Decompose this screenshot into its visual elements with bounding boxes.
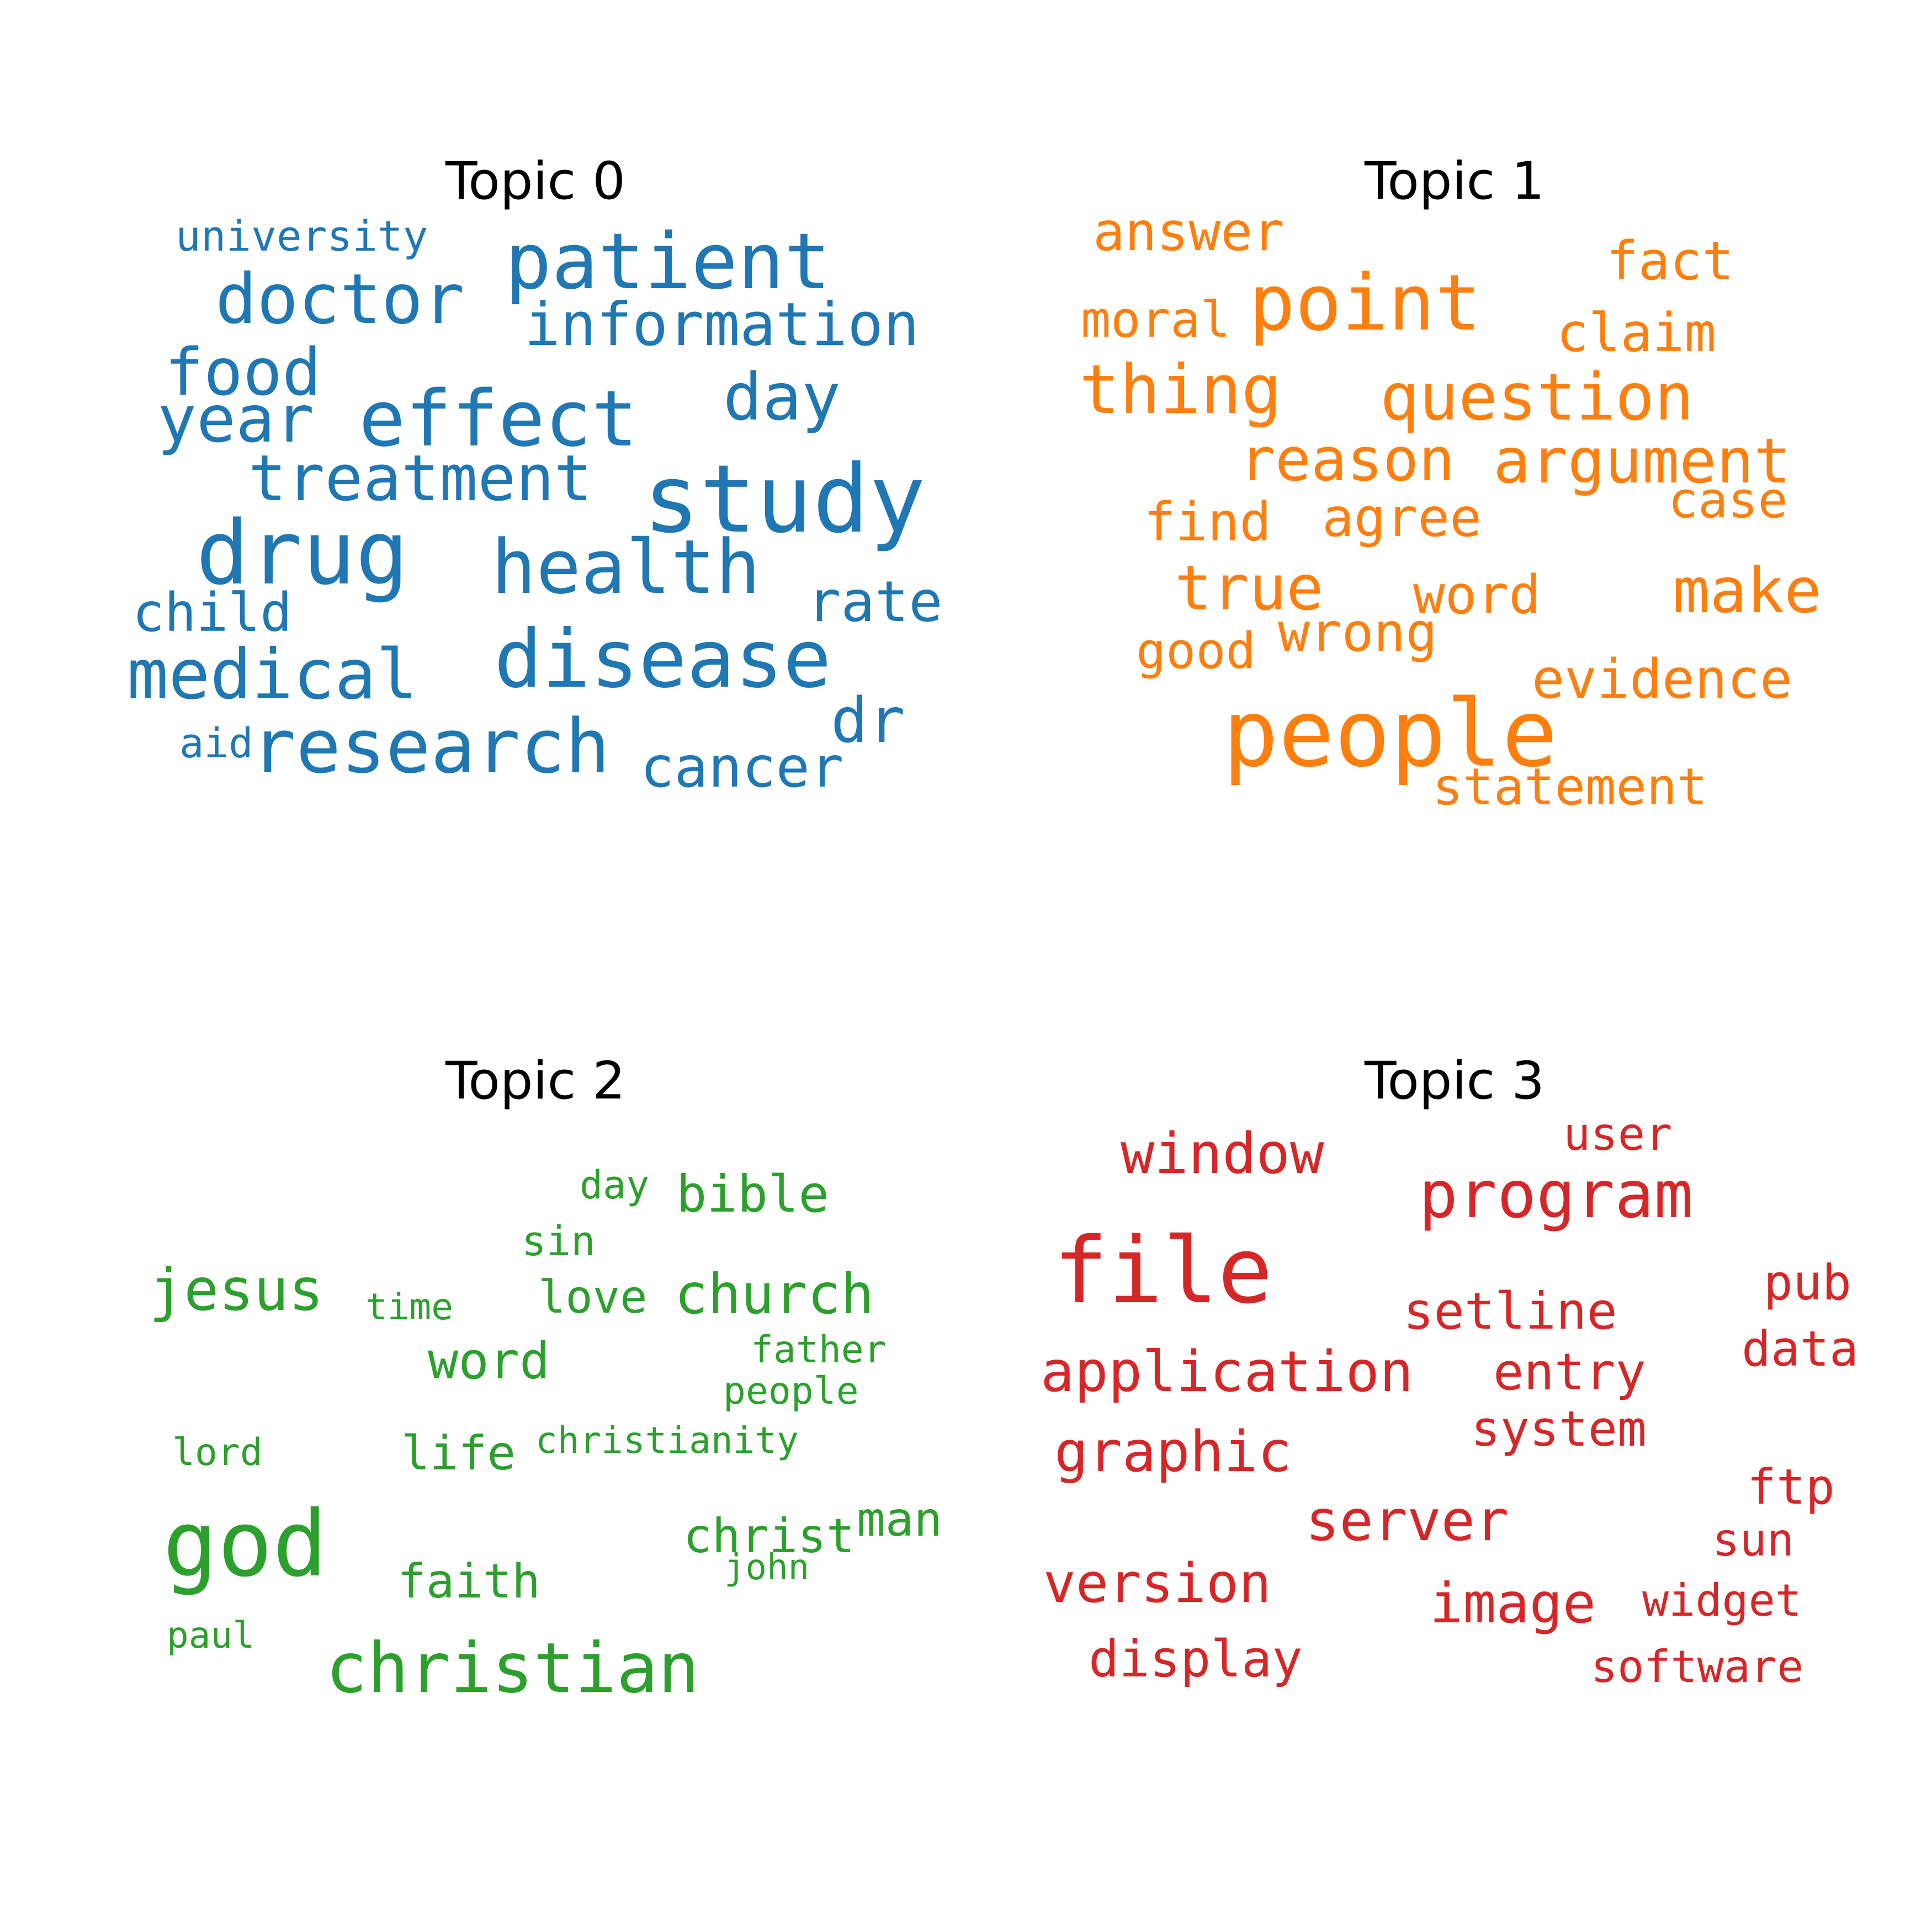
topic-1-word-claim: claim [1557, 302, 1716, 364]
topic-3-word-pub: pub [1764, 1254, 1851, 1311]
topic-2-word-man: man [857, 1492, 943, 1547]
topic-1-word-evidence: evidence [1532, 648, 1793, 711]
topic-3-word-graphic: graphic [1054, 1419, 1292, 1485]
topic-3-word-application: application [1041, 1339, 1414, 1405]
topic-0-word-rate: rate [807, 569, 943, 635]
topic-2-word-god: god [163, 1491, 328, 1597]
topic-2-word-word: word [428, 1331, 550, 1390]
topic-3-word-display: display [1089, 1630, 1303, 1689]
topic-0-word-effect: effect [359, 374, 638, 464]
topic-3-word-sun: sun [1712, 1514, 1795, 1567]
topic-0-word-child: child [132, 582, 292, 644]
topic-3-word-widget: widget [1642, 1575, 1802, 1626]
topic-3-word-server: server [1305, 1488, 1509, 1554]
topic-1-word-people: people [1223, 680, 1558, 788]
topic-2-word-jesus: jesus [149, 1256, 324, 1324]
topic-0-word-information: information [524, 290, 920, 359]
topic-0-word-doctor: doctor [215, 259, 465, 339]
topic-1-word-question: question [1380, 359, 1694, 435]
topic-3-word-user: user [1563, 1108, 1673, 1161]
topic-1-word-wrong: wrong [1278, 602, 1437, 664]
topic-3-word-ftp: ftp [1747, 1458, 1835, 1515]
topic-1-word-case: case [1668, 471, 1788, 529]
topic-3-word-program: program [1419, 1156, 1694, 1233]
topic-2-word-father: father [751, 1328, 887, 1372]
topic-0-title: Topic 0 [445, 151, 626, 211]
topic-3-word-system: system [1471, 1400, 1647, 1457]
topic-1-word-word: word [1413, 564, 1541, 626]
topic-2-word-love: love [538, 1271, 647, 1324]
topic-1-word-moral: moral [1081, 291, 1230, 349]
topic-3-word-file: file [1053, 1218, 1273, 1324]
topic-1-word-argument: argument [1493, 426, 1791, 497]
topic-0-word-disease: disease [494, 613, 832, 706]
topic-1-word-good: good [1136, 622, 1256, 680]
topic-2-word-christianity: christianity [535, 1419, 799, 1462]
topic-1-word-true: true [1175, 553, 1324, 624]
topic-2-word-church: church [675, 1262, 874, 1326]
topic-3-word-version: version [1043, 1552, 1272, 1615]
topic-0-word-day: day [723, 359, 841, 435]
topic-0-word-study: study [643, 445, 926, 554]
topic-1-word-make: make [1673, 555, 1822, 627]
topic-3-word-software: software [1591, 1641, 1804, 1692]
topic-1-word-statement: statement [1432, 757, 1708, 816]
topic-2-word-bible: bible [676, 1165, 829, 1224]
topic-1-title: Topic 1 [1364, 151, 1545, 211]
topic-2-word-john: john [724, 1547, 810, 1588]
topic-2-word-life: life [401, 1426, 516, 1481]
topic-3-word-data: data [1742, 1320, 1859, 1377]
topic-2-word-faith: faith [397, 1554, 540, 1609]
topic-2-word-lord: lord [172, 1431, 263, 1474]
topic-1-word-thing: thing [1079, 351, 1282, 429]
topic-0-word-health: health [491, 524, 761, 611]
topic-1-word-find: find [1144, 491, 1272, 553]
topic-1-word-answer: answer [1093, 201, 1285, 263]
topic-0-word-cancer: cancer [640, 735, 844, 800]
topic-3-title: Topic 3 [1364, 1051, 1545, 1111]
topic-3-word-window: window [1121, 1121, 1324, 1187]
topic-1-word-reason: reason [1239, 426, 1455, 495]
topic-0-word-dr: dr [831, 685, 905, 757]
topic-0-word-research: research [251, 703, 611, 790]
topic-0-word-treatment: treatment [248, 442, 593, 516]
topic-2-word-christ: christ [683, 1509, 855, 1564]
topic-3-word-entry: entry [1493, 1342, 1646, 1402]
topic-0-word-year: year [157, 381, 315, 457]
topic-2-word-time: time [365, 1286, 453, 1328]
topic-0-word-drug: drug [196, 501, 409, 604]
topic-0-word-medical: medical [127, 635, 418, 715]
topic-2-word-paul: paul [167, 1614, 254, 1657]
topic-1-word-agree: agree [1322, 487, 1482, 549]
topic-0-word-food: food [164, 334, 322, 410]
topic-1-word-point: point [1249, 258, 1482, 348]
topic-3-word-image: image [1430, 1571, 1596, 1636]
topic-2-word-people: people [723, 1370, 859, 1413]
topic-1-word-fact: fact [1606, 230, 1734, 292]
topic-2-word-day: day [580, 1163, 650, 1208]
topic-0-word-patient: patient [505, 217, 831, 307]
topic-2-title: Topic 2 [445, 1051, 626, 1111]
topic-2-word-sin: sin [522, 1218, 596, 1265]
topic-2-word-christian: christian [326, 1628, 700, 1708]
topic-0-word-university: university [176, 211, 428, 261]
topic-0-word-aid: aid [179, 720, 253, 767]
topic-3-word-setline: setline [1403, 1282, 1617, 1341]
